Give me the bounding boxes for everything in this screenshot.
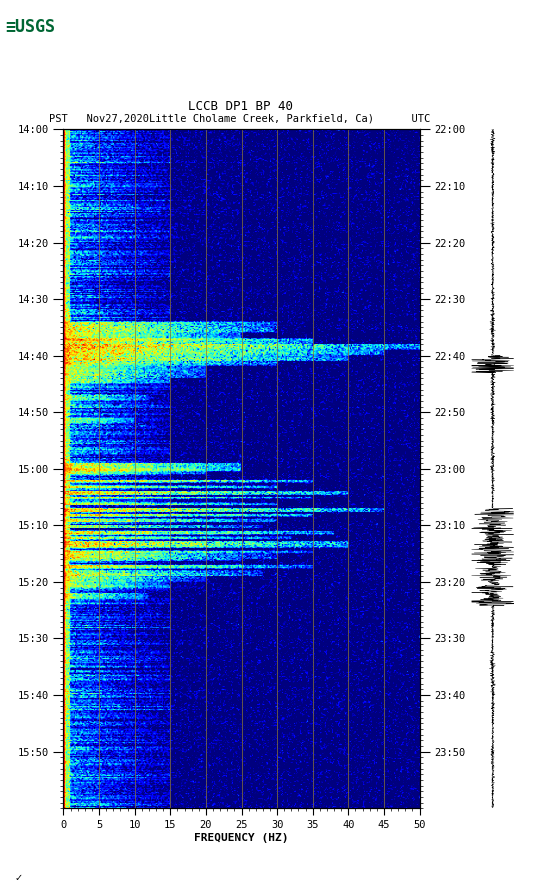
Text: ≡USGS: ≡USGS <box>6 18 56 36</box>
Text: PST   Nov27,2020Little Cholame Creek, Parkfield, Ca)      UTC: PST Nov27,2020Little Cholame Creek, Park… <box>50 113 431 123</box>
Text: $\checkmark$: $\checkmark$ <box>14 872 22 882</box>
Text: LCCB DP1 BP 40: LCCB DP1 BP 40 <box>188 99 293 113</box>
X-axis label: FREQUENCY (HZ): FREQUENCY (HZ) <box>194 833 289 843</box>
